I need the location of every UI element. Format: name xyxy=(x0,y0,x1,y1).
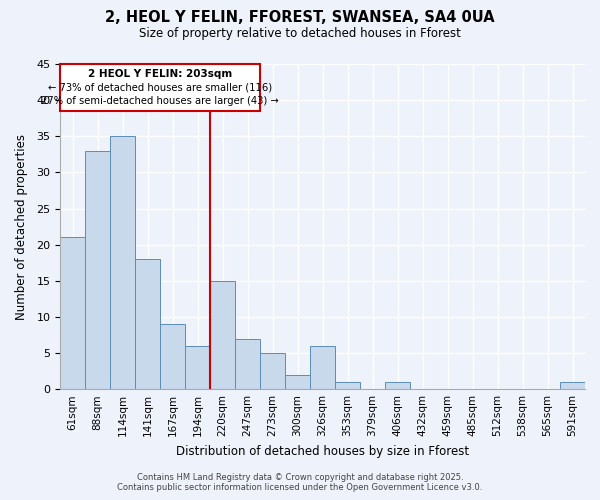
Bar xyxy=(85,150,110,389)
Text: 27% of semi-detached houses are larger (43) →: 27% of semi-detached houses are larger (… xyxy=(41,96,279,106)
Bar xyxy=(235,338,260,389)
FancyBboxPatch shape xyxy=(60,64,260,111)
Bar xyxy=(110,136,135,389)
Bar xyxy=(210,281,235,389)
Bar xyxy=(260,353,285,389)
Bar xyxy=(335,382,360,389)
Bar xyxy=(135,259,160,389)
Text: 2, HEOL Y FELIN, FFOREST, SWANSEA, SA4 0UA: 2, HEOL Y FELIN, FFOREST, SWANSEA, SA4 0… xyxy=(105,10,495,25)
Y-axis label: Number of detached properties: Number of detached properties xyxy=(15,134,28,320)
Bar xyxy=(285,374,310,389)
Bar xyxy=(560,382,585,389)
Bar xyxy=(310,346,335,389)
Bar xyxy=(160,324,185,389)
Bar xyxy=(60,238,85,389)
Text: Size of property relative to detached houses in Fforest: Size of property relative to detached ho… xyxy=(139,28,461,40)
X-axis label: Distribution of detached houses by size in Fforest: Distribution of detached houses by size … xyxy=(176,444,469,458)
Bar xyxy=(385,382,410,389)
Text: 2 HEOL Y FELIN: 203sqm: 2 HEOL Y FELIN: 203sqm xyxy=(88,69,232,79)
Text: Contains HM Land Registry data © Crown copyright and database right 2025.
Contai: Contains HM Land Registry data © Crown c… xyxy=(118,473,482,492)
Bar xyxy=(185,346,210,389)
Text: ← 73% of detached houses are smaller (116): ← 73% of detached houses are smaller (11… xyxy=(48,82,272,92)
